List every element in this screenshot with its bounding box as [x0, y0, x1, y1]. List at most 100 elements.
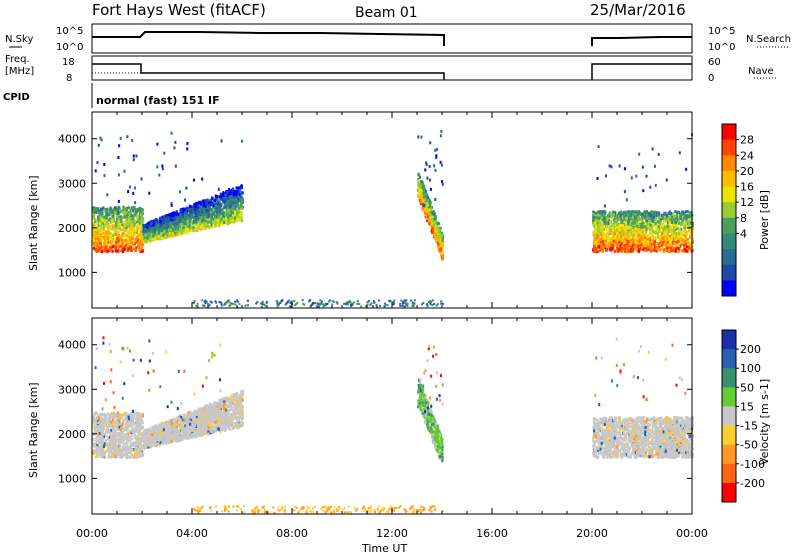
echo-cell: [594, 238, 597, 242]
echo-cell: [619, 243, 622, 247]
echo-cell: [189, 207, 192, 211]
echo-cell: [293, 300, 296, 303]
echo-cell: [624, 232, 627, 236]
echo-cell: [437, 242, 440, 246]
echo-cell: [132, 228, 135, 232]
echo-cell: [96, 246, 99, 250]
echo-cell: [134, 452, 137, 456]
echo-cell: [207, 212, 210, 216]
echo-cell: [116, 249, 119, 253]
echo-cell: [439, 226, 442, 230]
echo-cell: [153, 219, 156, 223]
echo-cell: [232, 303, 235, 306]
echo-cell: [135, 246, 138, 250]
echo-cell: [351, 303, 354, 306]
echo-cell: [232, 198, 235, 202]
echo-cell: [213, 210, 216, 214]
echo-cell: [144, 227, 147, 231]
echo-cell: [129, 234, 132, 238]
echo-cell: [116, 215, 119, 219]
echo-cell: [643, 210, 646, 214]
echo-cell: [190, 205, 193, 209]
echo-cell: [609, 212, 612, 216]
noise-left-label: N.Sky: [5, 34, 33, 45]
echo-cell: [102, 206, 105, 210]
echo-cell: [424, 196, 427, 199]
echo-cell: [636, 212, 639, 216]
echo-cell: [646, 223, 649, 227]
echo-cell: [651, 242, 654, 246]
echo-cell: [658, 242, 661, 246]
echo-cell: [161, 233, 164, 237]
echo-cell: [671, 220, 674, 224]
echo-cell: [662, 240, 665, 244]
echo-cell: [146, 230, 149, 234]
echo-cell: [421, 185, 424, 189]
echo-cell: [214, 199, 217, 203]
echo-cell: [261, 303, 264, 306]
echo-cell: [117, 156, 120, 159]
echo-cell: [663, 232, 666, 236]
echo-cell: [111, 241, 114, 245]
echo-cell: [647, 214, 651, 218]
echo-cell: [631, 217, 634, 221]
echo-cell: [94, 235, 97, 239]
echo-cell: [632, 240, 635, 244]
echo-cell: [662, 219, 665, 223]
echo-cell: [618, 231, 621, 235]
echo-cell: [684, 210, 688, 214]
echo-cell: [425, 200, 429, 204]
echo-cell: [684, 239, 687, 243]
echo-cell: [217, 187, 220, 191]
echo-cell: [210, 203, 213, 207]
echo-cell: [421, 206, 424, 210]
echo-cell: [632, 244, 635, 248]
echo-cell: [131, 237, 135, 241]
echo-cell: [141, 212, 144, 216]
echo-cell: [620, 210, 623, 214]
echo-cell: [598, 210, 601, 214]
power-echo-layer: [92, 129, 695, 308]
echo-cell: [441, 254, 444, 257]
echo-cell: [234, 199, 237, 202]
echo-cell: [126, 248, 129, 252]
echo-cell: [438, 228, 441, 232]
echo-cell: [652, 223, 655, 227]
echo-cell: [216, 209, 219, 213]
echo-cell: [418, 189, 421, 193]
echo-cell: [189, 210, 192, 214]
echo-cell: [234, 303, 237, 306]
echo-cell: [119, 222, 122, 226]
echo-cell: [216, 198, 219, 201]
echo-cell: [139, 223, 142, 227]
echo-cell: [129, 435, 132, 439]
echo-cell: [439, 239, 442, 243]
echo-cell: [108, 420, 111, 424]
echo-cell: [109, 226, 112, 230]
echo-cell: [603, 222, 606, 225]
echo-cell: [261, 300, 264, 303]
echo-cell: [99, 435, 102, 439]
echo-cell: [196, 305, 199, 308]
echo-cell: [170, 131, 173, 135]
echo-cell: [92, 208, 95, 212]
echo-cell: [618, 164, 621, 168]
echo-cell: [621, 223, 625, 227]
echo-cell: [611, 226, 614, 230]
echo-cell: [122, 241, 125, 245]
echo-cell: [634, 240, 638, 244]
echo-cell: [110, 238, 113, 242]
echo-cell: [610, 228, 613, 232]
echo-cell: [201, 224, 205, 228]
echo-cell: [178, 225, 181, 229]
echo-cell: [641, 226, 644, 230]
echo-cell: [129, 421, 133, 424]
echo-cell: [150, 232, 153, 236]
echo-cell: [639, 231, 642, 235]
echo-cell: [213, 206, 216, 210]
echo-cell: [417, 135, 420, 139]
echo-cell: [622, 230, 625, 234]
echo-cell: [163, 234, 166, 238]
echo-cell: [600, 227, 603, 231]
echo-cell: [117, 246, 120, 250]
